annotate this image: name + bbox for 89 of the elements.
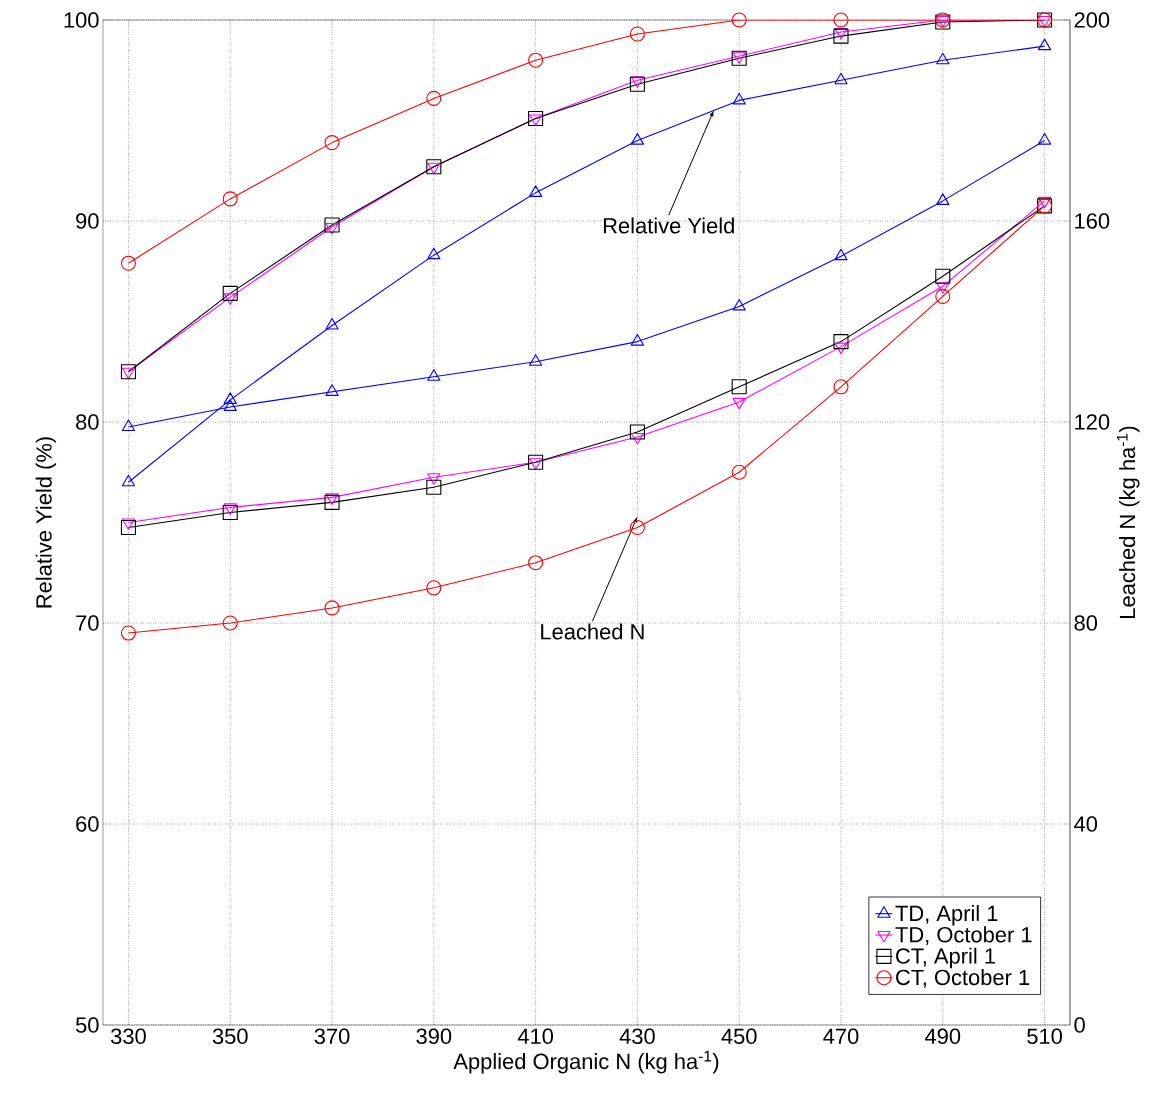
y-axis-title: Relative Yield (%) bbox=[35, 437, 57, 608]
legend-label: CT, April 1 bbox=[896, 947, 995, 969]
point bbox=[1037, 38, 1052, 51]
annotation: Relative Yield bbox=[603, 217, 734, 234]
point bbox=[120, 519, 136, 536]
annotation: Leached N bbox=[541, 623, 644, 640]
point bbox=[121, 474, 136, 487]
point bbox=[935, 268, 951, 284]
y2-tick-label: 200 bbox=[1074, 12, 1110, 28]
point bbox=[426, 479, 442, 495]
point bbox=[121, 419, 136, 432]
point bbox=[222, 191, 238, 207]
point bbox=[630, 133, 645, 145]
x-tick-label: 350 bbox=[212, 1028, 248, 1045]
point bbox=[222, 285, 238, 301]
y-tick-label: 90 bbox=[76, 213, 99, 229]
point bbox=[325, 384, 339, 396]
y2-axis-title: Leached N (kg ha$^{-1}$) bbox=[1116, 426, 1140, 618]
point bbox=[426, 90, 442, 106]
point bbox=[833, 28, 849, 44]
x-tick-label: 330 bbox=[110, 1028, 146, 1045]
point bbox=[732, 397, 746, 410]
x-tick-label: 390 bbox=[416, 1028, 452, 1045]
point bbox=[427, 369, 441, 381]
y-tick-label: 60 bbox=[76, 816, 99, 832]
point bbox=[731, 464, 747, 480]
point bbox=[834, 72, 848, 85]
legend-label: TD, October 1 bbox=[895, 926, 1032, 946]
y2-tick-label: 40 bbox=[1074, 816, 1098, 832]
y-tick-label: 50 bbox=[75, 1017, 99, 1033]
point bbox=[629, 424, 645, 440]
x-axis-title: Applied Organic N (kg ha$^{-1}$) bbox=[453, 1050, 719, 1074]
y2-tick-label: 80 bbox=[1074, 615, 1098, 631]
x-tick-label: 510 bbox=[1027, 1028, 1062, 1045]
point bbox=[528, 52, 544, 68]
y-tick-label: 80 bbox=[76, 414, 99, 430]
point bbox=[222, 615, 238, 631]
point bbox=[427, 473, 441, 485]
point bbox=[629, 76, 645, 92]
point bbox=[935, 288, 951, 304]
y2-tick-label: 160 bbox=[1075, 213, 1110, 229]
point bbox=[324, 600, 340, 616]
point bbox=[630, 76, 645, 88]
legend-label: CT, October 1 bbox=[896, 969, 1030, 988]
point bbox=[223, 399, 237, 411]
point bbox=[529, 354, 543, 366]
point bbox=[731, 379, 747, 395]
y2-tick-label: 0 bbox=[1074, 1017, 1085, 1033]
x-tick-label: 410 bbox=[517, 1028, 554, 1045]
point bbox=[120, 625, 136, 641]
point bbox=[528, 110, 544, 127]
x-tick-label: 470 bbox=[823, 1028, 859, 1045]
point bbox=[325, 493, 339, 505]
y-tick-label: 70 bbox=[76, 615, 99, 631]
point bbox=[325, 317, 339, 330]
point bbox=[732, 298, 746, 311]
point bbox=[936, 52, 950, 65]
point bbox=[222, 504, 238, 520]
point bbox=[629, 26, 645, 42]
x-tick-label: 490 bbox=[924, 1028, 961, 1045]
x-tick-label: 430 bbox=[619, 1028, 655, 1045]
point bbox=[630, 334, 645, 346]
point bbox=[833, 12, 849, 28]
point bbox=[324, 217, 340, 233]
point bbox=[528, 555, 544, 571]
point bbox=[833, 379, 849, 395]
x-tick-label: 370 bbox=[314, 1028, 350, 1045]
point bbox=[427, 247, 441, 260]
point bbox=[223, 392, 237, 404]
point bbox=[121, 518, 136, 531]
point bbox=[528, 454, 544, 470]
x-tick-label: 450 bbox=[721, 1028, 757, 1045]
point bbox=[834, 248, 848, 261]
point bbox=[529, 458, 543, 470]
point bbox=[426, 580, 442, 596]
y2-tick-label: 120 bbox=[1075, 414, 1110, 430]
point bbox=[324, 494, 340, 510]
point bbox=[120, 255, 136, 271]
y-tick-label: 100 bbox=[64, 12, 99, 28]
point bbox=[936, 193, 950, 205]
point bbox=[223, 503, 237, 515]
point bbox=[731, 12, 747, 28]
legend-label: TD, April 1 bbox=[895, 904, 998, 926]
point bbox=[1037, 133, 1052, 145]
point bbox=[833, 334, 849, 350]
point bbox=[629, 519, 645, 536]
point bbox=[324, 135, 340, 151]
point bbox=[732, 92, 746, 105]
point bbox=[529, 185, 543, 197]
